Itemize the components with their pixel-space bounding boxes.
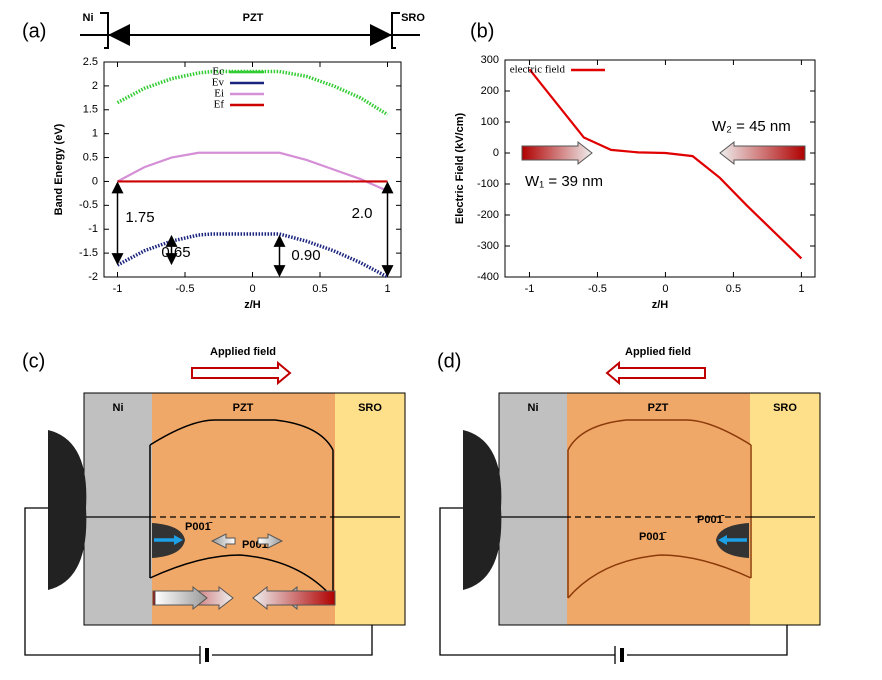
plot-frame (504, 59, 816, 278)
field-label: Applied field (210, 346, 276, 358)
panel-label: (d) (437, 350, 461, 372)
layer-label: SRO (401, 12, 425, 24)
gradient-arrow (719, 140, 806, 166)
gradient-arrow (252, 585, 336, 611)
diagram: (d) Applied field Ni PZT SRO P001̄ P001̄ (437, 346, 821, 664)
legend-label: Ei (214, 88, 224, 100)
layer-label: Ni (113, 402, 124, 414)
x-tick-label: 1 (384, 283, 390, 295)
y-tick-label: 0 (493, 147, 499, 159)
y-axis-label: Electric Field (kV/cm) (454, 113, 466, 225)
legend-label: electric field (510, 64, 566, 76)
contact (463, 430, 502, 590)
y-tick-label: -300 (477, 240, 499, 252)
pol-label: P001̄ (185, 521, 213, 533)
field-arrow (605, 360, 706, 386)
contact (48, 430, 87, 590)
y-tick-label: -1.5 (79, 247, 98, 259)
layer-sro (335, 393, 405, 625)
y-tick-label: 200 (481, 85, 499, 97)
layer-label: Ni (528, 402, 539, 414)
x-tick-label: -1 (525, 283, 535, 295)
x-tick-label: 0.5 (726, 283, 741, 295)
valence-band (149, 554, 334, 599)
x-tick-label: -0.5 (176, 283, 195, 295)
layer-label: PZT (648, 402, 669, 414)
gradient-arrow (210, 533, 236, 549)
bracket (391, 12, 400, 49)
y-axis-label: Band Energy (eV) (53, 123, 65, 215)
conduction-band (149, 419, 334, 451)
y-tick-label: 1 (92, 128, 98, 140)
layer-label: SRO (358, 402, 382, 414)
panel-label: (a) (22, 20, 46, 42)
y-tick-label: -1 (88, 223, 98, 235)
x-tick-label: 0.5 (312, 283, 327, 295)
circuit (439, 507, 788, 656)
annotation: 0.65 (161, 244, 190, 261)
valence-band (567, 554, 752, 599)
annotation: 2.0 (352, 205, 373, 222)
y-tick-label: 300 (481, 54, 499, 66)
pol-label: P001̄ (697, 514, 725, 526)
layer-pzt (567, 393, 750, 625)
series-line (116, 151, 388, 193)
blue-head (718, 535, 727, 545)
gradient-arrow (154, 585, 208, 611)
legend-label: Ev (212, 77, 225, 89)
y-tick-label: -200 (477, 209, 499, 221)
x-tick-label: 0 (662, 283, 668, 295)
layer-label: PZT (233, 402, 254, 414)
y-tick-label: 1.5 (83, 104, 98, 116)
field-arrow (191, 360, 292, 386)
y-tick-label: -2 (88, 271, 98, 283)
conduction-band (567, 419, 752, 451)
panel-label: (b) (470, 20, 494, 42)
layer-pzt (152, 393, 335, 625)
bands (149, 419, 334, 599)
legend-label: Ef (214, 99, 225, 111)
circuit (24, 507, 373, 656)
y-tick-label: 2.5 (83, 56, 98, 68)
pol-label: P001̄ (639, 531, 667, 543)
layer-label: SRO (773, 402, 797, 414)
y-tick-label: 0.5 (83, 151, 98, 163)
annotation: W₂ = 45 nm (712, 118, 791, 135)
bracket (100, 12, 109, 49)
x-tick-label: -1 (113, 283, 123, 295)
legend-label: Ec (212, 66, 224, 78)
y-tick-label: 100 (481, 116, 499, 128)
layer-sro (750, 393, 820, 625)
y-tick-label: 0 (92, 175, 98, 187)
panel-label: (c) (22, 350, 45, 372)
x-tick-label: -0.5 (588, 283, 607, 295)
series-line (116, 232, 389, 279)
x-tick-label: 1 (798, 283, 804, 295)
y-tick-label: -400 (477, 271, 499, 283)
layer-ni (499, 393, 567, 625)
x-tick-label: 0 (249, 283, 255, 295)
series-line (528, 68, 803, 260)
layer-label: Ni (83, 12, 94, 24)
x-axis-label: z/H (244, 299, 261, 311)
blue-head (174, 535, 183, 545)
gradient-arrow (521, 140, 593, 166)
annotation: 0.90 (291, 247, 320, 264)
annotation: W₁ = 39 nm (525, 173, 603, 190)
y-tick-label: 2 (92, 80, 98, 92)
y-tick-label: -100 (477, 178, 499, 190)
x-axis-label: z/H (652, 299, 669, 311)
layer-ni (84, 393, 152, 625)
field-label: Applied field (625, 346, 691, 358)
gradient-arrow (257, 533, 284, 549)
annotation: 1.75 (125, 209, 154, 226)
bands (567, 419, 752, 599)
layer-label: PZT (243, 12, 264, 24)
y-tick-label: -0.5 (79, 199, 98, 211)
